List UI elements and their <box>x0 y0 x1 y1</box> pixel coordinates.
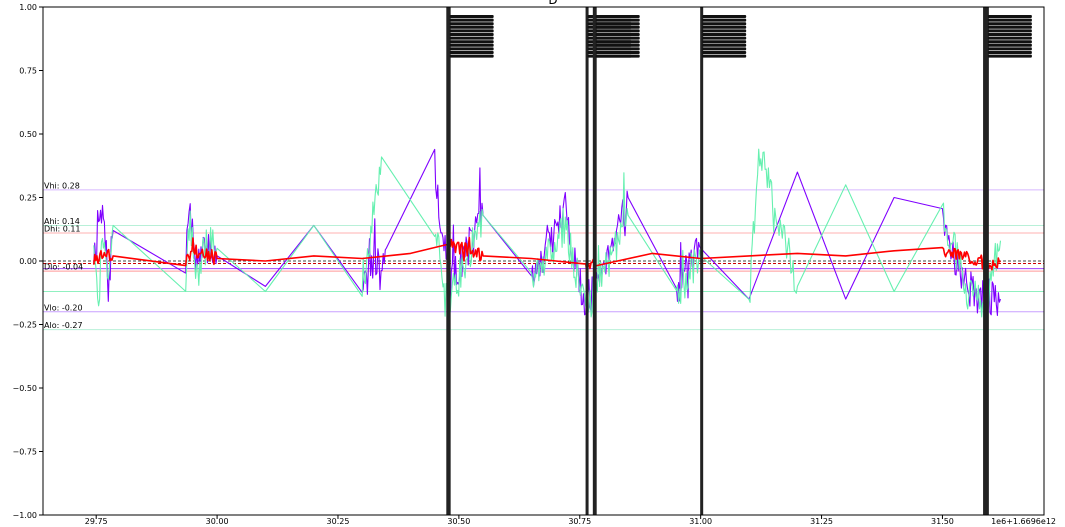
event-label-stack <box>595 51 640 54</box>
event-label-stack <box>449 15 494 18</box>
x-tick-label: 31.25 <box>810 517 833 526</box>
event-label-stack <box>702 29 747 33</box>
y-tick-label: 1.00 <box>19 3 37 12</box>
event-label-stack <box>702 22 747 26</box>
event-label-stack <box>702 54 747 58</box>
x-offset-label: 1e6+1.6696e12 <box>991 517 1056 526</box>
y-tick-label: −0.50 <box>12 384 37 393</box>
event-label-stack <box>449 51 494 54</box>
x-tick-label: 30.25 <box>327 517 350 526</box>
event-label-stack <box>987 51 1032 54</box>
threshold-label: Ahi: 0.14 <box>44 217 80 226</box>
event-label-stack <box>987 54 1032 58</box>
chart-title: D <box>548 0 557 7</box>
event-label-stack <box>702 25 747 29</box>
data-series <box>93 148 1002 318</box>
threshold-label: Vhi: 0.28 <box>44 181 80 190</box>
event-label-stack <box>449 18 494 22</box>
event-label-stack <box>987 15 1032 18</box>
x-tick-label: 31.00 <box>689 517 712 526</box>
event-label-stack <box>449 40 494 44</box>
event-label-stack <box>595 36 640 40</box>
y-tick-label: −0.75 <box>12 448 37 457</box>
event-label-stack <box>987 25 1032 29</box>
y-tick-label: 0.75 <box>19 67 37 76</box>
event-label-stack <box>449 33 494 36</box>
event-label-stack <box>702 51 747 54</box>
y-tick-label: −1.00 <box>12 511 37 520</box>
x-axis: 29.75 30.00 30.25 30.50 30.75 31.00 31.25 31.50 <box>85 515 954 526</box>
event-label-stack <box>449 47 494 51</box>
event-label-stack <box>595 40 640 44</box>
event-label-stack <box>595 15 640 18</box>
event-band <box>700 7 704 515</box>
event-label-stack <box>702 40 747 44</box>
threshold-label: Dlo: -0.04 <box>44 263 83 272</box>
event-label-stack <box>449 29 494 33</box>
y-axis: −1.00 −0.75 −0.50 −0.25 0.00 0.25 0.50 0.75 1.00 <box>12 3 43 520</box>
event-label-stack <box>987 47 1032 51</box>
threshold-label: Alo: -0.27 <box>44 321 83 330</box>
event-bands <box>446 7 1032 515</box>
event-band <box>983 7 989 515</box>
x-tick-label: 29.75 <box>85 517 108 526</box>
event-label-stack <box>449 25 494 29</box>
event-label-stack <box>595 33 640 36</box>
event-label-stack <box>595 18 640 22</box>
event-label-stack <box>449 54 494 58</box>
event-label-stack <box>702 47 747 51</box>
x-tick-label: 30.00 <box>206 517 229 526</box>
x-tick-label: 30.50 <box>447 517 470 526</box>
y-tick-label: 0.00 <box>19 257 37 266</box>
event-band <box>585 7 589 515</box>
event-label-stack <box>702 18 747 22</box>
event-label-stack <box>987 29 1032 33</box>
event-label-stack <box>449 36 494 40</box>
event-label-stack <box>987 22 1032 26</box>
event-label-stack <box>595 43 640 47</box>
series-line-1 <box>93 148 1002 317</box>
event-band <box>592 7 597 515</box>
x-tick-label: 30.75 <box>568 517 591 526</box>
event-label-stack <box>449 22 494 26</box>
event-label-stack <box>987 40 1032 44</box>
event-label-stack <box>595 54 640 58</box>
event-label-stack <box>702 43 747 47</box>
event-label-stack <box>595 25 640 29</box>
event-label-stack <box>987 36 1032 40</box>
event-band <box>446 7 451 515</box>
y-tick-label: 0.50 <box>19 130 37 139</box>
event-label-stack <box>702 15 747 18</box>
x-tick-label: 31.50 <box>931 517 954 526</box>
event-label-stack <box>595 47 640 51</box>
event-label-stack <box>702 33 747 36</box>
y-tick-label: 0.25 <box>19 194 37 203</box>
threshold-label: Dhi: 0.11 <box>44 225 81 234</box>
event-label-stack <box>987 43 1032 47</box>
threshold-label: Vlo: -0.20 <box>44 303 83 312</box>
event-label-stack <box>987 18 1032 22</box>
event-label-stack <box>595 22 640 26</box>
event-label-stack <box>595 29 640 33</box>
event-label-stack <box>987 33 1032 36</box>
event-label-stack <box>702 36 747 40</box>
series-line-3 <box>93 236 1001 274</box>
y-tick-label: −0.25 <box>12 321 37 330</box>
event-label-stack <box>449 43 494 47</box>
series-line-2 <box>93 148 1002 318</box>
